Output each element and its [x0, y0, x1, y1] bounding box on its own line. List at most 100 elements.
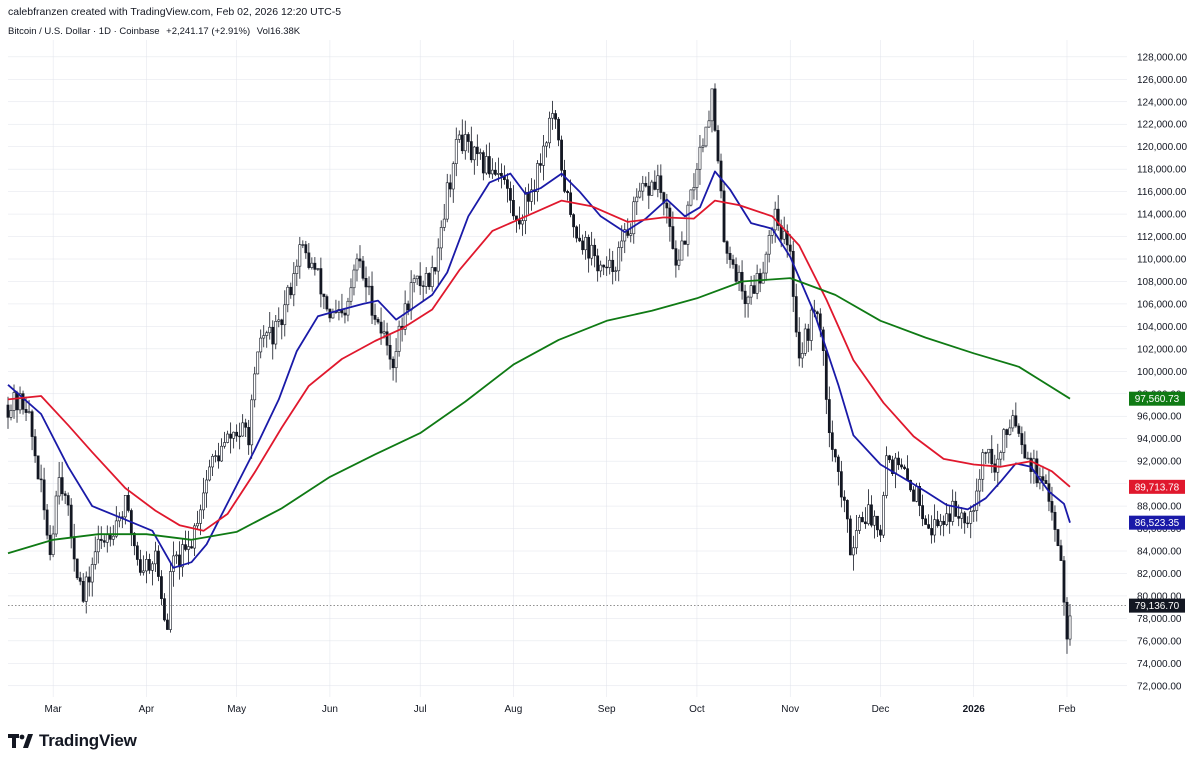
candle	[698, 134, 702, 185]
candle	[108, 526, 112, 547]
candle-body	[379, 321, 383, 334]
candle	[888, 454, 891, 464]
candle	[839, 460, 843, 508]
candle-body	[1044, 480, 1048, 484]
ma-mid-badge-text: 89,713.78	[1135, 482, 1180, 493]
candle-body	[524, 191, 527, 221]
y-tick-label: 116,000.00	[1137, 187, 1187, 198]
candle-body	[391, 358, 395, 369]
price-badges: 86,523.35 89,713.78 97,560.73 79,136.70	[1129, 391, 1185, 613]
candle	[581, 234, 585, 255]
candle-body	[800, 353, 804, 359]
candle	[475, 134, 479, 166]
candle	[478, 148, 482, 160]
candle	[39, 464, 43, 493]
candle	[876, 515, 879, 537]
candle-body	[930, 528, 934, 536]
candle-body	[620, 240, 624, 248]
x-tick-label: Nov	[781, 704, 799, 715]
candle	[382, 320, 386, 339]
candle-body	[806, 328, 810, 341]
candle-body	[1053, 511, 1057, 530]
candle-body	[957, 516, 961, 519]
candle	[370, 271, 374, 324]
candle-body	[499, 173, 503, 177]
candle-body	[557, 118, 560, 141]
candle-body	[924, 518, 927, 525]
candle-body	[873, 515, 876, 526]
candle-body	[960, 512, 964, 519]
candle	[794, 283, 798, 338]
candle-body	[671, 226, 675, 249]
candle-body	[518, 219, 521, 225]
candle-body	[1011, 415, 1015, 429]
candle	[578, 224, 582, 243]
candle	[102, 535, 106, 548]
price-chart[interactable]: 72,000.00 74,000.00 76,000.00 78,000.00 80,0…	[0, 0, 1200, 730]
candle-body	[545, 142, 548, 147]
candle	[734, 257, 738, 284]
x-tick-label: Jun	[322, 704, 338, 715]
candle	[247, 419, 251, 455]
candle-body	[918, 486, 921, 506]
candle	[845, 499, 849, 533]
candle-body	[93, 551, 97, 565]
candle	[1035, 450, 1039, 488]
candle-body	[596, 255, 600, 272]
candle	[599, 260, 603, 278]
candle-body	[268, 326, 272, 334]
candle-body	[933, 519, 937, 536]
candle	[114, 506, 118, 539]
candle	[692, 173, 696, 200]
candle-body	[948, 513, 952, 522]
candle	[277, 307, 281, 328]
candle-body	[151, 563, 154, 571]
candle	[87, 566, 91, 597]
candle	[325, 294, 329, 312]
candle	[975, 478, 979, 522]
candle-body	[169, 571, 172, 630]
candle-body	[566, 191, 569, 194]
candle	[1032, 449, 1036, 484]
candle	[665, 193, 669, 224]
candle-body	[716, 130, 720, 162]
candle	[343, 308, 347, 324]
candle-body	[102, 540, 106, 543]
candle	[409, 270, 413, 320]
y-tick-label: 124,000.00	[1137, 97, 1187, 108]
candle	[644, 176, 648, 188]
candle-body	[283, 304, 287, 326]
candle-body	[238, 435, 242, 438]
candle	[418, 262, 422, 295]
candle-body	[915, 486, 918, 502]
candle	[111, 525, 115, 546]
candle-body	[48, 534, 52, 555]
candle-body	[111, 535, 115, 540]
candle	[1014, 402, 1018, 428]
candle-body	[815, 311, 819, 315]
candle-body	[659, 175, 663, 193]
y-tick-label: 112,000.00	[1137, 232, 1187, 243]
candle-body	[704, 126, 708, 147]
ma-slow-badge: 97,560.73	[1129, 391, 1185, 406]
candle	[972, 504, 976, 523]
candle-body	[936, 519, 940, 527]
candle	[178, 541, 181, 580]
y-tick-label: 80,000.00	[1137, 591, 1182, 602]
candle	[680, 231, 684, 261]
candle-body	[241, 422, 245, 437]
candle-body	[226, 433, 230, 443]
candle	[250, 394, 254, 459]
candle-body	[373, 315, 377, 320]
candle	[1050, 486, 1054, 521]
symbol-title[interactable]: Bitcoin / U.S. Dollar · 1D · Coinbase	[8, 26, 160, 37]
x-tick-label: May	[227, 704, 246, 715]
candle-body	[966, 522, 970, 525]
candle-body	[147, 559, 151, 571]
candle	[689, 189, 693, 207]
candle	[566, 189, 569, 201]
candle-body	[105, 534, 109, 543]
candle-body	[235, 431, 239, 437]
candle	[81, 573, 85, 604]
ma-slow-line	[7, 277, 1071, 555]
